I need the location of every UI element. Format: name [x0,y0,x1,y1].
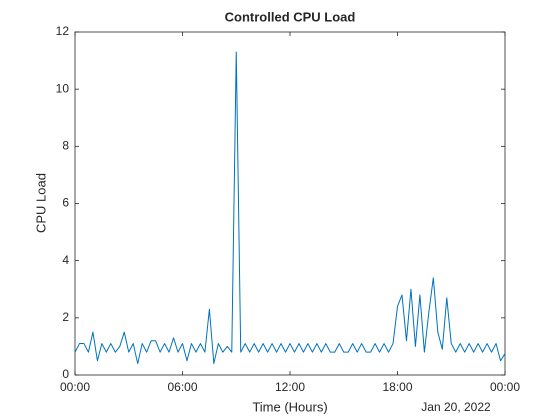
y-tick-label: 10 [56,81,70,95]
date-annotation: Jan 20, 2022 [421,400,491,414]
x-tick-label: 06:00 [167,380,197,394]
x-tick-label: 12:00 [275,380,305,394]
y-tick-label: 4 [62,253,69,267]
x-tick-label: 00:00 [490,380,520,394]
y-tick-label: 8 [62,139,69,153]
y-tick-label: 2 [62,310,69,324]
y-tick-label: 6 [62,196,69,210]
y-tick-label: 12 [56,24,70,38]
data-line [74,51,506,365]
x-tick-label: 00:00 [60,380,90,394]
x-axis-label: Time (Hours) [252,399,327,414]
y-tick-label: 0 [62,367,69,381]
y-axis-label: CPU Load [33,173,48,233]
x-tick-label: 18:00 [382,380,412,394]
chart-title: Controlled CPU Load [225,9,356,24]
